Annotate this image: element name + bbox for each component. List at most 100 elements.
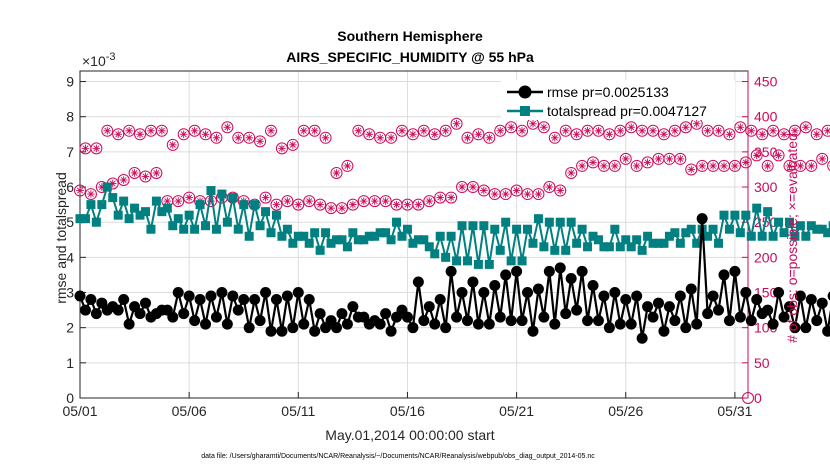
rmse-point xyxy=(298,318,310,330)
totalspread-point xyxy=(610,224,620,234)
rmse-point xyxy=(822,325,830,337)
rmse-point xyxy=(625,318,637,330)
obs-evaluated-point xyxy=(660,130,668,139)
obs-evaluated-point xyxy=(643,158,652,167)
rmse-point xyxy=(347,301,359,313)
x-tick-label: 05/31 xyxy=(717,403,752,419)
totalspread-point xyxy=(790,231,800,241)
totalspread-point xyxy=(326,238,336,248)
rmse-point xyxy=(194,294,206,306)
totalspread-point xyxy=(735,228,745,238)
obs-evaluated-point xyxy=(365,130,374,139)
totalspread-point xyxy=(222,217,232,227)
obs-possible-point xyxy=(117,174,130,186)
obs-possible-point xyxy=(477,184,490,197)
totalspread-point xyxy=(670,228,680,238)
totalspread-point xyxy=(817,224,827,234)
obs-possible-point xyxy=(90,142,103,155)
obs-possible-point xyxy=(548,131,561,144)
totalspread-point xyxy=(462,256,472,266)
totalspread-point xyxy=(752,203,762,213)
totalspread-point xyxy=(593,235,603,245)
totalspread-point xyxy=(588,231,598,241)
obs-possible-point xyxy=(679,121,692,134)
obs-evaluated-point xyxy=(76,186,84,195)
obs-possible-point xyxy=(319,131,332,144)
obs-possible-point xyxy=(259,191,272,204)
rmse-point xyxy=(549,318,561,330)
obs-possible-point xyxy=(657,128,670,141)
obs-evaluated-point xyxy=(299,126,308,135)
totalspread-point xyxy=(321,228,331,238)
totalspread-point xyxy=(424,242,434,252)
totalspread-point xyxy=(130,203,140,213)
obs-possible-point xyxy=(270,198,283,211)
totalspread-point xyxy=(686,224,696,234)
totalspread-point xyxy=(795,221,805,231)
obs-possible-point xyxy=(445,191,458,204)
obs-possible-point xyxy=(177,128,190,141)
totalspread-point xyxy=(703,231,713,241)
totalspread-point xyxy=(113,210,123,220)
rmse-point xyxy=(740,287,752,299)
obs-evaluated-point xyxy=(403,200,412,209)
totalspread-point xyxy=(768,231,778,241)
totalspread-point xyxy=(102,182,112,192)
obs-evaluated-point xyxy=(376,134,384,142)
rmse-point xyxy=(805,294,817,306)
obs-evaluated-point xyxy=(245,134,253,142)
legend: rmse pr=0.0025133 totalspread pr=0.00471… xyxy=(501,80,735,120)
rmse-point xyxy=(483,318,495,330)
totalspread-point xyxy=(812,224,822,234)
rmse-point xyxy=(281,290,293,302)
obs-evaluated-point xyxy=(343,162,352,170)
obs-evaluated-point xyxy=(725,130,734,139)
obs-evaluated-point xyxy=(338,204,346,212)
obs-evaluated-point xyxy=(774,151,783,160)
rmse-point xyxy=(718,269,730,281)
rmse-point xyxy=(232,304,244,316)
totalspread-point xyxy=(195,200,205,210)
totalspread-point xyxy=(643,231,653,241)
totalspread-point xyxy=(386,235,396,245)
rmse-point xyxy=(112,304,124,316)
totalspread-point xyxy=(495,245,505,255)
obs-evaluated-point xyxy=(152,169,161,177)
obs-evaluated-point xyxy=(480,186,488,195)
obs-evaluated-point xyxy=(223,123,232,132)
obs-evaluated-point xyxy=(370,197,379,205)
obs-evaluated-point xyxy=(692,119,701,128)
obs-possible-point xyxy=(134,128,147,141)
legend-box xyxy=(501,80,735,120)
obs-evaluated-point xyxy=(796,162,805,170)
totalspread-point xyxy=(140,207,150,217)
totalspread-point xyxy=(615,242,625,252)
obs-possible-point xyxy=(335,202,348,215)
obs-evaluated-point xyxy=(141,172,150,181)
obs-possible-point xyxy=(428,128,441,141)
rmse-point xyxy=(270,294,282,306)
obs-evaluated-point xyxy=(174,197,183,205)
rmse-point xyxy=(691,318,703,330)
rmse-point xyxy=(636,332,648,344)
obs-possible-point xyxy=(761,159,774,172)
totalspread-point xyxy=(457,221,467,231)
obs-evaluated-point xyxy=(589,158,597,167)
rmse-point xyxy=(783,301,795,313)
rmse-point xyxy=(478,287,490,299)
totalspread-point xyxy=(157,207,167,217)
rmse-point xyxy=(79,304,91,316)
obs-possible-point xyxy=(767,124,780,137)
totalspread-point xyxy=(517,256,527,266)
obs-evaluated-point xyxy=(752,151,761,160)
obs-possible-point xyxy=(275,142,288,155)
obs-possible-point xyxy=(603,128,616,141)
rmse-point xyxy=(303,294,315,306)
obs-evaluated-point xyxy=(654,155,663,163)
rmse-point xyxy=(418,315,430,327)
rmse-point xyxy=(429,318,441,330)
obs-evaluated-point xyxy=(256,137,264,146)
obs-possible-point xyxy=(587,156,600,169)
obs-evaluated-point xyxy=(332,169,341,177)
rmse-point xyxy=(200,318,212,330)
